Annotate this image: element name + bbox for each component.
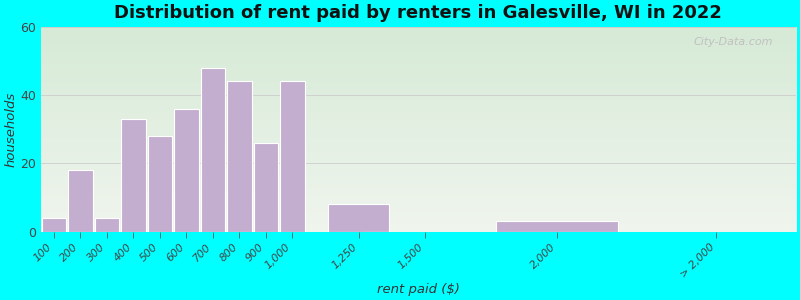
Text: City-Data.com: City-Data.com xyxy=(694,37,773,47)
Bar xyxy=(201,68,225,232)
Bar xyxy=(280,81,305,232)
Bar xyxy=(148,136,172,232)
Bar xyxy=(254,143,278,232)
Bar xyxy=(42,218,66,232)
Y-axis label: households: households xyxy=(4,92,17,167)
Bar xyxy=(227,81,251,232)
Bar xyxy=(94,218,119,232)
X-axis label: rent paid ($): rent paid ($) xyxy=(377,283,460,296)
Bar xyxy=(328,204,389,232)
Bar xyxy=(68,170,93,232)
Bar xyxy=(497,221,618,232)
Bar xyxy=(174,109,198,232)
Bar xyxy=(122,119,146,232)
Title: Distribution of rent paid by renters in Galesville, WI in 2022: Distribution of rent paid by renters in … xyxy=(114,4,722,22)
